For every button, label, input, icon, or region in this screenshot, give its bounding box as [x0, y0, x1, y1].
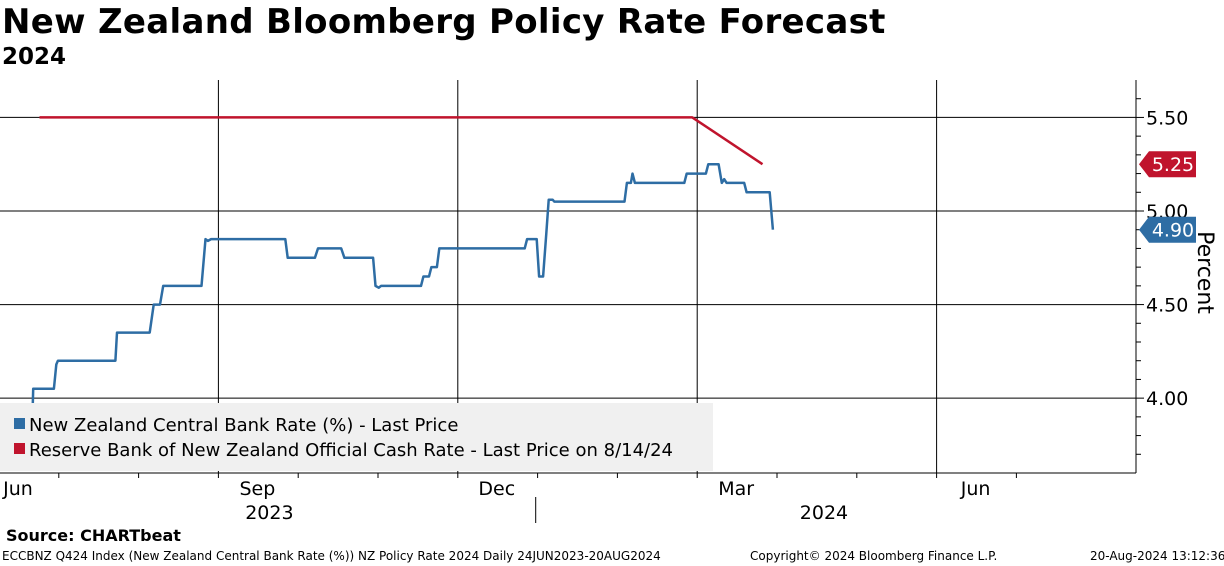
footer-copyright: Copyright© 2024 Bloomberg Finance L.P.	[750, 549, 998, 563]
x-year-label: 2024	[800, 502, 848, 524]
y-axis-label: Percent	[1192, 231, 1217, 314]
last-value-label-0: 4.90	[1152, 220, 1194, 242]
series-line-1	[39, 116, 764, 166]
x-tick-label: Jun	[960, 478, 991, 500]
last-value-tag-1	[1139, 151, 1196, 178]
chart-subtitle: 2024	[2, 44, 67, 70]
legend-box	[0, 403, 713, 471]
footer-index-description: ECCBNZ Q424 Index (New Zealand Central B…	[2, 549, 661, 563]
x-tick-label: Dec	[478, 478, 515, 500]
last-value-label-1: 5.25	[1152, 154, 1194, 176]
series-line-0	[11, 162, 775, 420]
legend-swatch	[14, 443, 25, 454]
chart-title: New Zealand Bloomberg Policy Rate Foreca…	[2, 2, 886, 42]
x-tick-label: Sep	[239, 478, 275, 500]
legend-label: Reserve Bank of New Zealand Official Cas…	[29, 440, 673, 461]
x-tick-label: Jun	[2, 478, 33, 500]
source-label: Source: CHARTbeat	[6, 526, 181, 545]
x-year-label: 2023	[245, 502, 293, 524]
footer-timestamp: 20-Aug-2024 13:12:36	[1090, 549, 1224, 563]
legend-label: New Zealand Central Bank Rate (%) - Last…	[29, 415, 458, 436]
y-tick-label: 4.50	[1146, 295, 1188, 317]
x-tick-label: Mar	[718, 478, 754, 500]
y-tick-label: 4.00	[1146, 388, 1188, 410]
last-value-tag-0	[1139, 216, 1196, 243]
legend-swatch	[14, 418, 25, 429]
y-tick-label: 5.50	[1146, 107, 1188, 129]
